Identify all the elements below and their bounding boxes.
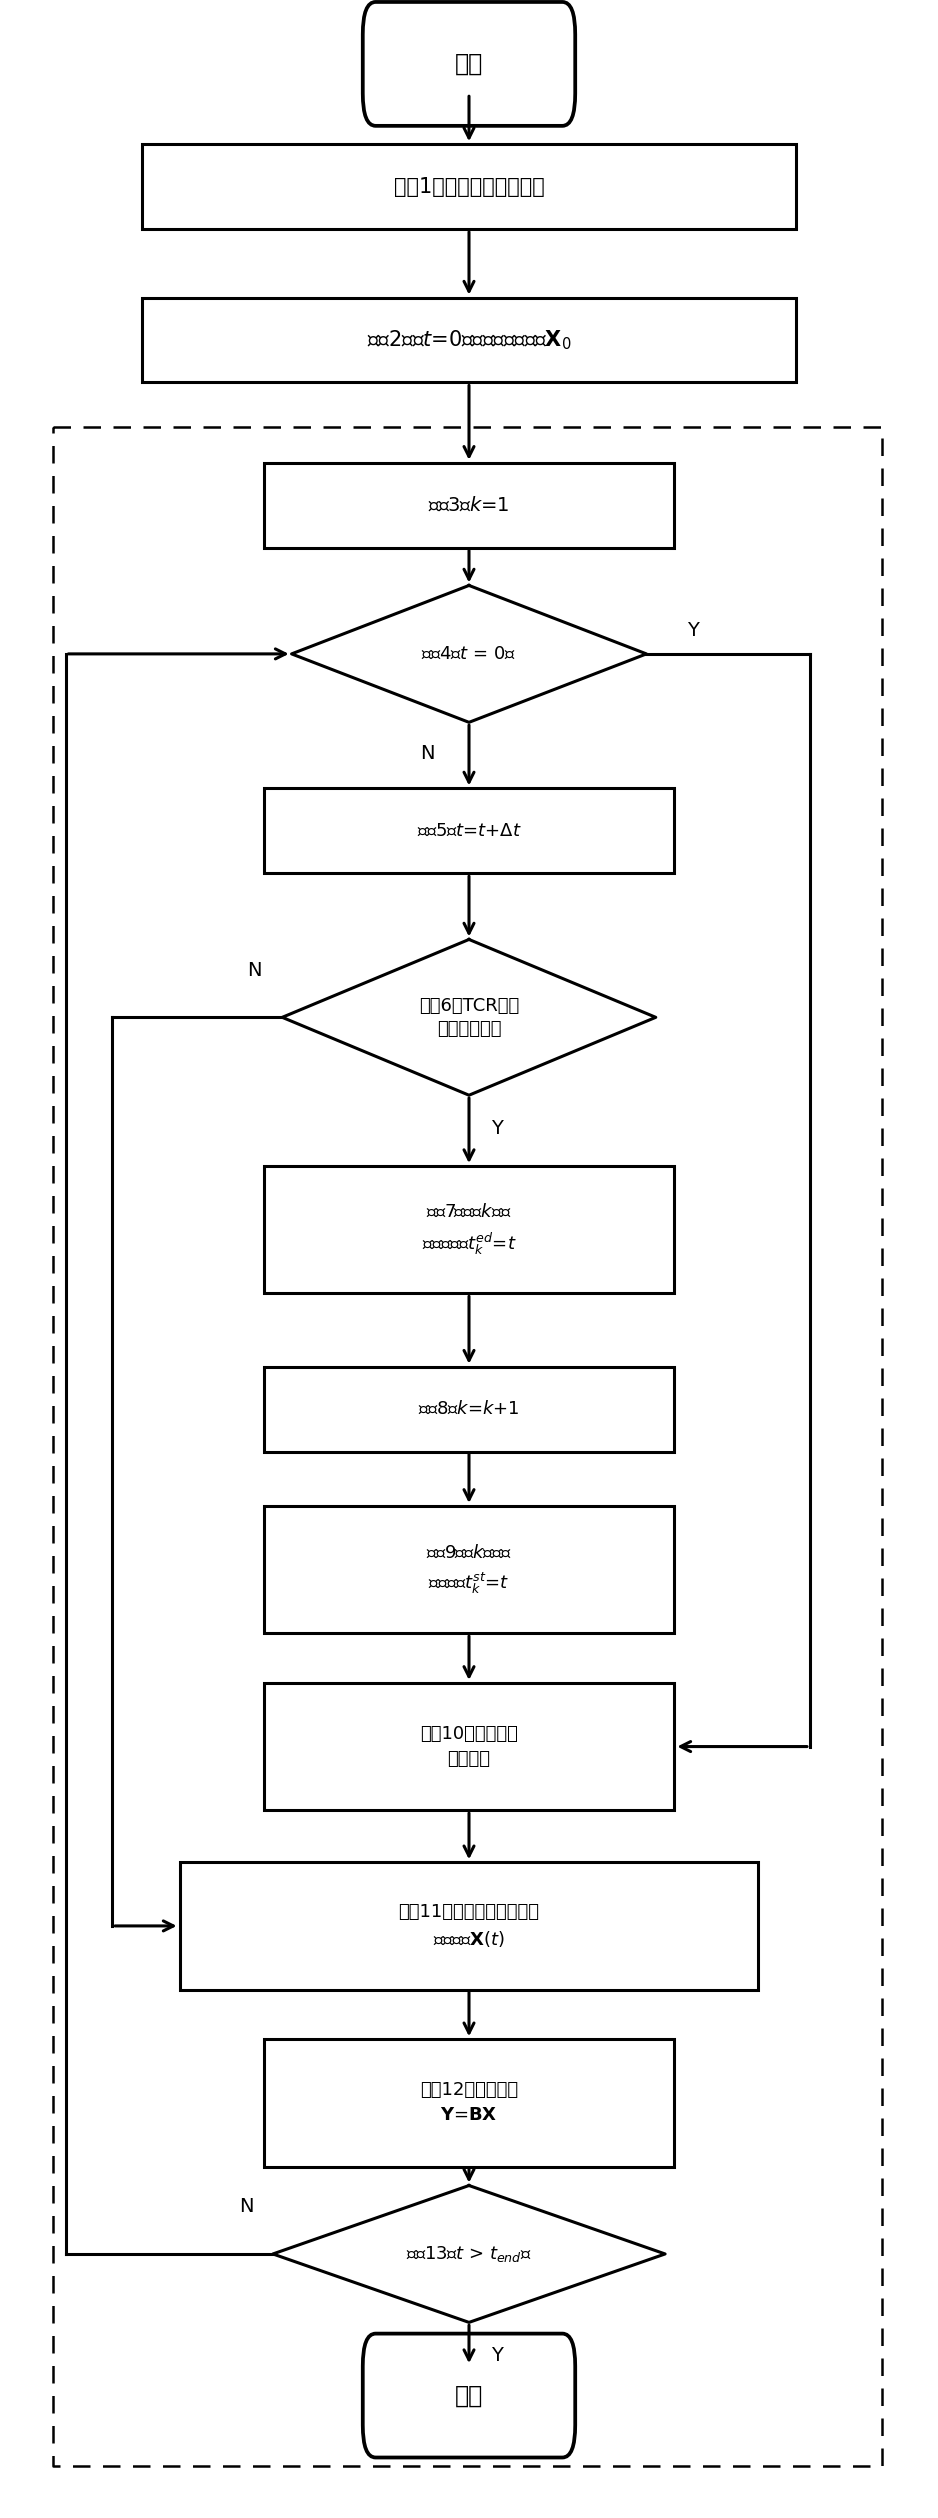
Text: Y: Y [688,622,699,640]
Text: Y: Y [492,1118,503,1138]
Text: 步骤7：令第$k$个时
段结束时刻$t_k^{ed}$=$t$: 步骤7：令第$k$个时 段结束时刻$t_k^{ed}$=$t$ [422,1204,516,1256]
FancyBboxPatch shape [264,463,674,549]
FancyBboxPatch shape [363,2334,575,2458]
Text: Y: Y [492,2347,503,2364]
Text: 步骤4：$t$ = 0？: 步骤4：$t$ = 0？ [421,645,517,662]
FancyBboxPatch shape [264,1367,674,1450]
Text: 步骤9：第$k$个时段
起始时刻$t_k^{st}$=$t$: 步骤9：第$k$个时段 起始时刻$t_k^{st}$=$t$ [426,1544,512,1596]
Text: 步骤13：$t$ > $t_{end}$？: 步骤13：$t$ > $t_{end}$？ [406,2244,532,2264]
Text: 步骤2：求$t$=0时刻状态变量初值$\mathbf{X}_0$: 步骤2：求$t$=0时刻状态变量初值$\mathbf{X}_0$ [367,327,571,353]
FancyBboxPatch shape [143,144,795,229]
Text: 步骤6：TCR支路
工况是否改变: 步骤6：TCR支路 工况是否改变 [419,997,519,1037]
Polygon shape [282,939,656,1095]
Text: 步骤11：求解状态方程得到
状态变量$\mathbf{X}$($t$): 步骤11：求解状态方程得到 状态变量$\mathbf{X}$($t$) [399,1904,539,1949]
Text: N: N [239,2198,254,2216]
Text: 步骤1：获取系统基本参数: 步骤1：获取系统基本参数 [394,176,544,196]
Text: 步骤8：$k$=$k$+1: 步骤8：$k$=$k$+1 [418,1400,520,1418]
FancyBboxPatch shape [179,1863,759,1989]
FancyBboxPatch shape [264,1166,674,1294]
Text: N: N [419,743,434,763]
Text: 步骤10：形成三相
状态方程: 步骤10：形成三相 状态方程 [420,1725,518,1768]
Text: N: N [247,962,262,980]
Text: 结束: 结束 [455,2385,483,2407]
Text: 步骤3：$k$=1: 步骤3：$k$=1 [429,496,509,514]
Polygon shape [292,587,646,723]
FancyBboxPatch shape [264,788,674,874]
Text: 步骤5：$t$=$t$+$\Delta t$: 步骤5：$t$=$t$+$\Delta t$ [416,821,522,841]
Text: 开始: 开始 [455,53,483,76]
FancyBboxPatch shape [363,3,575,126]
Text: 步骤12：求解方程
$\mathbf{Y}$=$\mathbf{B}\mathbf{X}$: 步骤12：求解方程 $\mathbf{Y}$=$\mathbf{B}\mathb… [420,2082,518,2125]
FancyBboxPatch shape [143,297,795,383]
FancyBboxPatch shape [264,1506,674,1634]
Polygon shape [273,2186,665,2322]
FancyBboxPatch shape [264,2040,674,2165]
FancyBboxPatch shape [264,1682,674,1810]
